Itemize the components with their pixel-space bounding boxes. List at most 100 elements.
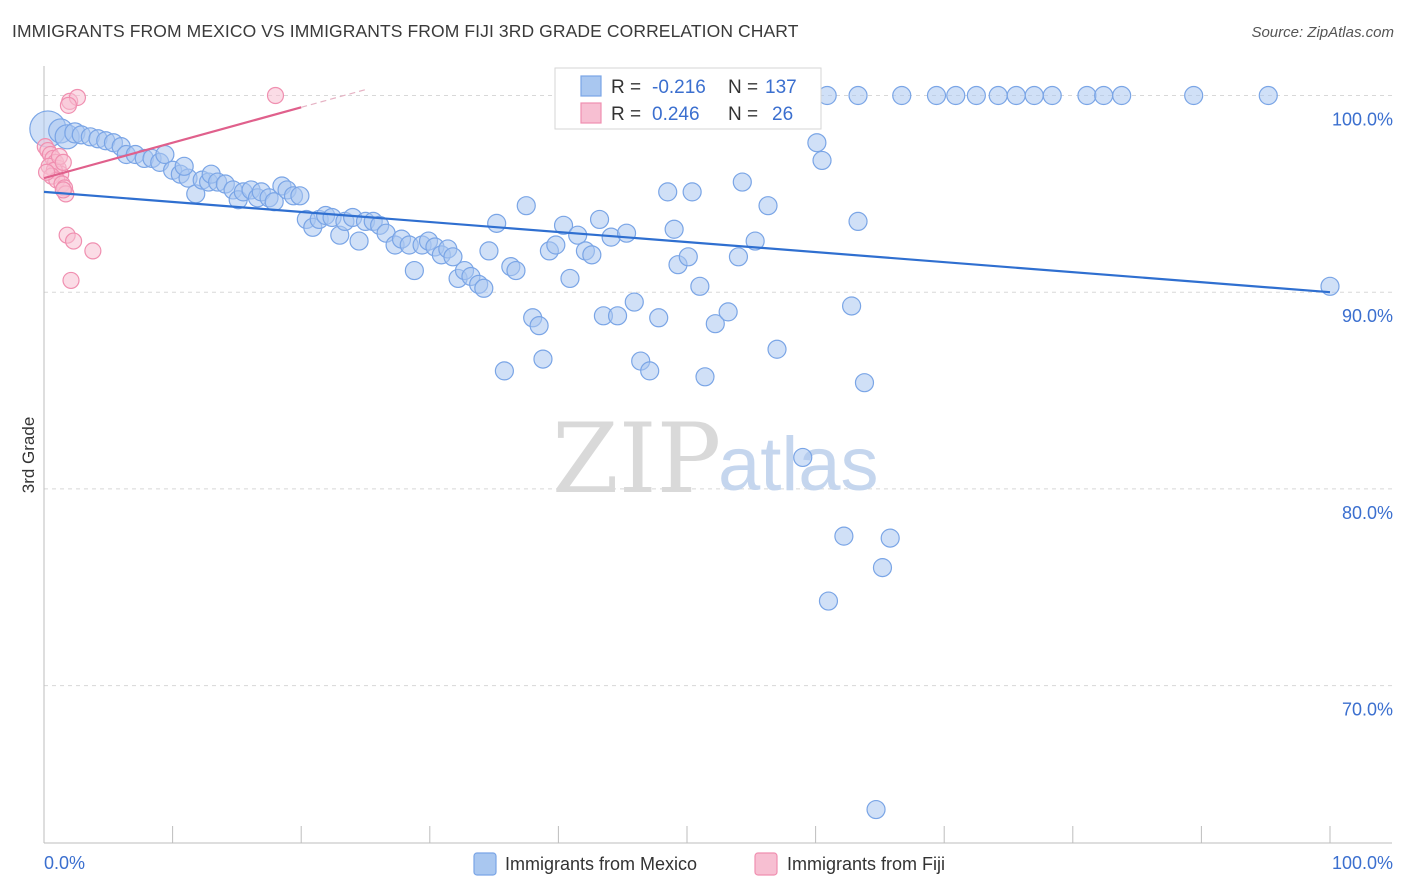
mexico-point (349, 231, 369, 251)
chart-title: IMMIGRANTS FROM MEXICO VS IMMIGRANTS FRO… (12, 21, 799, 41)
mexico-point (988, 85, 1008, 106)
source-credit: Source: ZipAtlas.com (1251, 24, 1394, 41)
y-tick-label: 100.0% (1332, 110, 1393, 130)
mexico-trend-line (43, 190, 1331, 294)
watermark-zip: ZIP (552, 403, 721, 515)
fiji-trend-extension (301, 89, 366, 108)
y-tick-labels: 100.0% 90.0% 80.0% 70.0% (1332, 110, 1393, 720)
legend-fiji-swatch (754, 852, 778, 876)
fiji-n-label: N = (728, 104, 758, 125)
mexico-point (732, 172, 752, 192)
mexico-point (533, 349, 553, 369)
mexico-point (506, 260, 526, 281)
y-axis-label: 3rd Grade (19, 417, 38, 494)
mexico-point (682, 182, 702, 202)
axes (43, 66, 1392, 844)
legend-mexico-swatch (473, 852, 497, 876)
mexico-point (966, 85, 986, 106)
mexico-point (582, 245, 602, 265)
mexico-point (854, 373, 875, 393)
mexico-point (474, 278, 494, 298)
mexico-point (848, 211, 868, 231)
mexico-point (848, 85, 868, 106)
mexico-point (589, 209, 610, 230)
mexico-point (443, 247, 463, 267)
mexico-point (793, 447, 813, 468)
mexico-point (758, 196, 778, 216)
mexico-point (553, 215, 574, 235)
mexico-point (658, 182, 678, 202)
fiji-point (54, 181, 72, 199)
y-tick-label: 70.0% (1342, 700, 1393, 720)
fiji-point (62, 271, 80, 290)
x-tick-label: 0.0% (44, 853, 85, 873)
fiji-r-value: 0.246 (652, 104, 700, 125)
mexico-point (1006, 85, 1026, 106)
mexico-point (290, 186, 310, 206)
mexico-point (516, 196, 536, 216)
mexico-point (745, 231, 765, 251)
x-tick-label: 100.0% (1332, 853, 1393, 873)
mexico-point (174, 156, 194, 176)
fiji-r-label: R = (611, 104, 641, 125)
mexico-point (728, 247, 749, 267)
mexico-n-label: N = (728, 77, 758, 98)
x-tick-labels: 0.0% 100.0% (44, 853, 1393, 873)
fiji-point (84, 242, 102, 260)
mexico-point (834, 526, 854, 546)
mexico-point (529, 316, 549, 336)
fiji-point (54, 153, 72, 171)
series-mexico-points (29, 85, 1340, 820)
stats-box: R = -0.216 N = 137 R = 0.246 N = 26 (554, 67, 822, 130)
legend-fiji-label: Immigrants from Fiji (787, 854, 945, 874)
mexico-point (616, 223, 637, 243)
mexico-r-label: R = (611, 77, 641, 98)
fiji-n-value: 26 (772, 104, 793, 125)
mexico-swatch (580, 75, 602, 97)
mexico-point (872, 558, 893, 578)
mexico-point (1094, 85, 1114, 106)
mexico-point (1024, 85, 1044, 106)
mexico-point (866, 799, 886, 820)
mexico-point (678, 247, 698, 267)
mexico-point (718, 302, 738, 322)
mexico-point (1258, 85, 1278, 106)
mexico-point (607, 306, 628, 326)
mexico-point (1184, 85, 1204, 106)
mexico-point (812, 150, 832, 171)
fiji-point (64, 232, 83, 250)
mexico-point (892, 85, 912, 106)
mexico-point (767, 339, 787, 359)
mexico-point (479, 241, 499, 261)
mexico-point (807, 133, 827, 153)
y-tick-label: 80.0% (1342, 503, 1393, 523)
fiji-trend-line (43, 106, 302, 180)
mexico-point (926, 85, 947, 106)
fiji-swatch (580, 102, 602, 124)
mexico-point (880, 528, 900, 548)
mexico-point (546, 235, 566, 255)
mexico-point (1077, 85, 1097, 106)
mexico-point (560, 268, 580, 289)
trend-lines (43, 89, 1331, 294)
mexico-point (649, 308, 669, 328)
mexico-point (818, 591, 839, 611)
mexico-point (842, 296, 862, 316)
mexico-r-value: -0.216 (652, 77, 706, 98)
mexico-point (640, 361, 660, 381)
mexico-point (487, 213, 507, 233)
mexico-point (404, 260, 424, 281)
mexico-point (1112, 85, 1132, 106)
mexico-point (695, 367, 715, 387)
legend: Immigrants from Mexico Immigrants from F… (473, 852, 945, 876)
mexico-point (705, 314, 725, 334)
fiji-point (266, 86, 285, 105)
y-tick-label: 90.0% (1342, 306, 1393, 326)
mexico-point (664, 219, 684, 239)
mexico-n-value: 137 (765, 77, 797, 98)
mexico-point (494, 361, 514, 381)
fiji-point (59, 96, 78, 114)
mexico-point (624, 292, 644, 312)
mexico-point (690, 276, 710, 296)
